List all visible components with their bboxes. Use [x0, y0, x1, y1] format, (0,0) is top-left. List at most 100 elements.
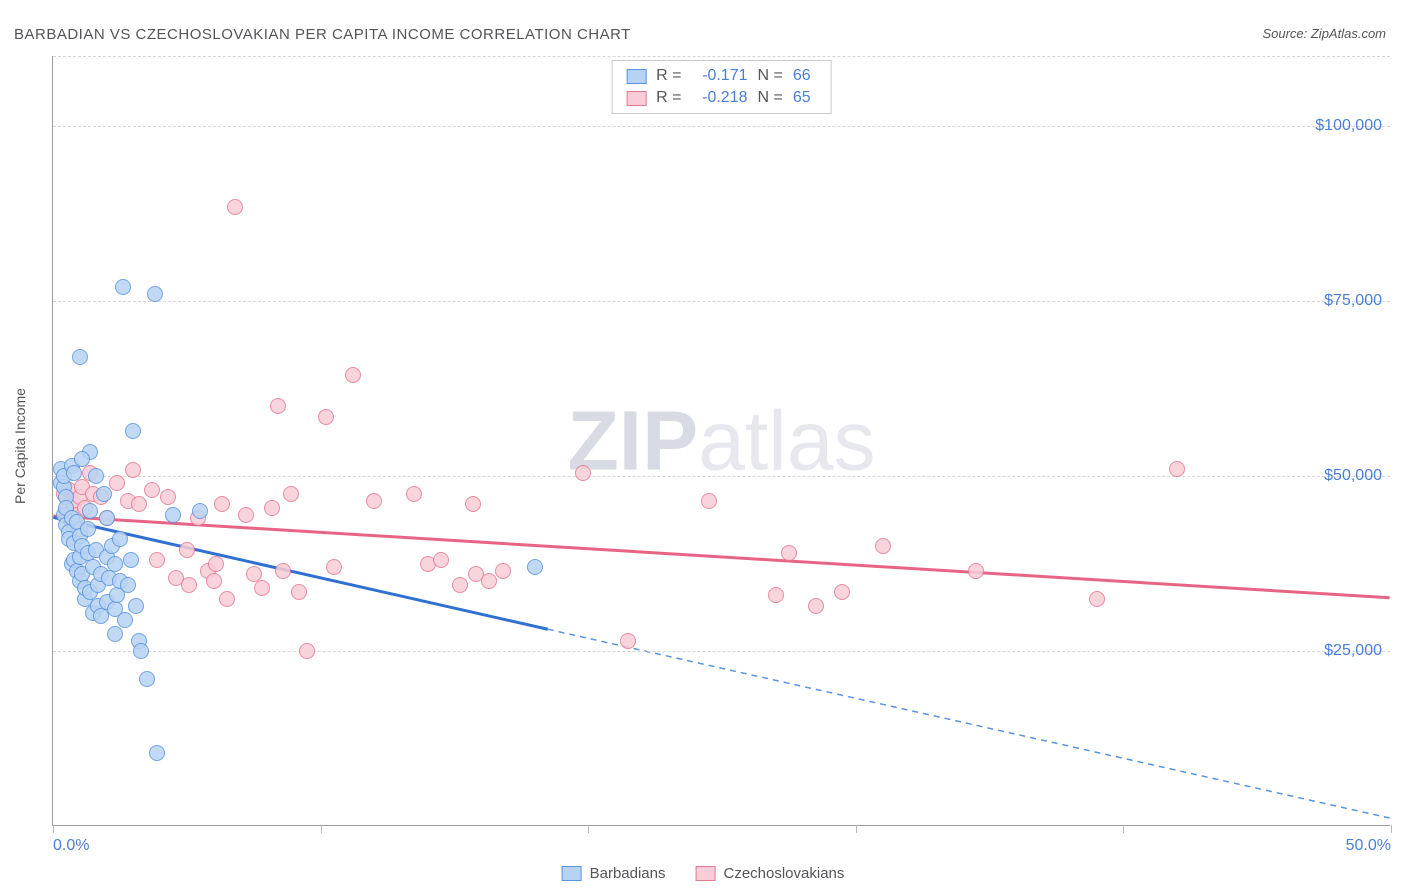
- scatter-point: [620, 633, 636, 649]
- scatter-point: [214, 496, 230, 512]
- scatter-point: [107, 556, 123, 572]
- chart-title: BARBADIAN VS CZECHOSLOVAKIAN PER CAPITA …: [14, 26, 631, 43]
- scatter-point: [345, 367, 361, 383]
- scatter-point: [318, 409, 334, 425]
- scatter-point: [481, 573, 497, 589]
- n-value-czech: 65: [793, 89, 817, 107]
- source-attribution: Source: ZipAtlas.com: [1262, 26, 1386, 41]
- scatter-point: [147, 286, 163, 302]
- scatter-point: [452, 577, 468, 593]
- stats-row-barbadians: R = -0.171 N = 66: [626, 65, 817, 87]
- swatch-barbadians: [626, 69, 646, 84]
- scatter-point: [181, 577, 197, 593]
- scatter-point: [128, 598, 144, 614]
- scatter-point: [808, 598, 824, 614]
- scatter-point: [299, 643, 315, 659]
- scatter-point: [112, 531, 128, 547]
- scatter-point: [125, 423, 141, 439]
- scatter-point: [326, 559, 342, 575]
- swatch-czech: [626, 91, 646, 106]
- scatter-point: [406, 486, 422, 502]
- stats-row-czech: R = -0.218 N = 65: [626, 87, 817, 109]
- x-tick-label: 0.0%: [53, 837, 89, 855]
- bottom-legend: Barbadians Czechoslovakians: [562, 865, 845, 882]
- scatter-point: [264, 500, 280, 516]
- x-tick-label: 50.0%: [1346, 837, 1391, 855]
- scatter-point: [139, 671, 155, 687]
- n-value-barbadians: 66: [793, 67, 817, 85]
- scatter-point: [208, 556, 224, 572]
- gridline: [53, 126, 1390, 127]
- gridline: [53, 56, 1390, 57]
- r-label: R =: [656, 67, 681, 85]
- scatter-point: [495, 563, 511, 579]
- chart-container: BARBADIAN VS CZECHOSLOVAKIAN PER CAPITA …: [0, 0, 1406, 892]
- scatter-point: [123, 552, 139, 568]
- scatter-point: [120, 577, 136, 593]
- y-axis-label: Per Capita Income: [12, 388, 28, 504]
- x-tick: [1391, 825, 1392, 833]
- scatter-point: [109, 475, 125, 491]
- scatter-point: [206, 573, 222, 589]
- scatter-point: [149, 745, 165, 761]
- scatter-point: [125, 462, 141, 478]
- gridline: [53, 651, 1390, 652]
- scatter-point: [275, 563, 291, 579]
- scatter-point: [875, 538, 891, 554]
- y-tick-label: $50,000: [1324, 467, 1382, 485]
- y-tick-label: $75,000: [1324, 292, 1382, 310]
- x-tick: [588, 825, 589, 833]
- x-tick: [321, 825, 322, 833]
- scatter-point: [968, 563, 984, 579]
- scatter-point: [88, 468, 104, 484]
- legend-label-barbadians: Barbadians: [590, 865, 666, 882]
- trend-lines: [53, 56, 1390, 825]
- scatter-point: [66, 465, 82, 481]
- swatch-czech-icon: [695, 866, 715, 881]
- scatter-point: [149, 552, 165, 568]
- swatch-barbadians-icon: [562, 866, 582, 881]
- scatter-point: [834, 584, 850, 600]
- scatter-point: [781, 545, 797, 561]
- scatter-point: [74, 451, 90, 467]
- y-tick-label: $25,000: [1324, 642, 1382, 660]
- scatter-point: [465, 496, 481, 512]
- x-tick: [1123, 825, 1124, 833]
- scatter-point: [115, 279, 131, 295]
- watermark: ZIPatlas: [567, 392, 875, 489]
- scatter-point: [1089, 591, 1105, 607]
- scatter-point: [291, 584, 307, 600]
- scatter-point: [131, 496, 147, 512]
- plot-area: ZIPatlas R = -0.171 N = 66 R = -0.218 N …: [52, 56, 1390, 826]
- scatter-point: [238, 507, 254, 523]
- legend-item-czech: Czechoslovakians: [695, 865, 844, 882]
- n-label: N =: [758, 89, 783, 107]
- gridline: [53, 301, 1390, 302]
- legend-label-czech: Czechoslovakians: [723, 865, 844, 882]
- gridline: [53, 476, 1390, 477]
- scatter-point: [768, 587, 784, 603]
- r-label: R =: [656, 89, 681, 107]
- scatter-point: [527, 559, 543, 575]
- scatter-point: [117, 612, 133, 628]
- scatter-point: [133, 643, 149, 659]
- scatter-point: [96, 486, 112, 502]
- scatter-point: [575, 465, 591, 481]
- r-value-barbadians: -0.171: [692, 67, 748, 85]
- legend-item-barbadians: Barbadians: [562, 865, 666, 882]
- y-tick-label: $100,000: [1315, 117, 1382, 135]
- scatter-point: [165, 507, 181, 523]
- scatter-point: [254, 580, 270, 596]
- scatter-point: [192, 503, 208, 519]
- scatter-point: [701, 493, 717, 509]
- scatter-point: [283, 486, 299, 502]
- scatter-point: [107, 626, 123, 642]
- scatter-point: [179, 542, 195, 558]
- stats-box: R = -0.171 N = 66 R = -0.218 N = 65: [611, 60, 832, 114]
- scatter-point: [1169, 461, 1185, 477]
- scatter-point: [99, 510, 115, 526]
- scatter-point: [80, 521, 96, 537]
- scatter-point: [144, 482, 160, 498]
- n-label: N =: [758, 67, 783, 85]
- scatter-point: [160, 489, 176, 505]
